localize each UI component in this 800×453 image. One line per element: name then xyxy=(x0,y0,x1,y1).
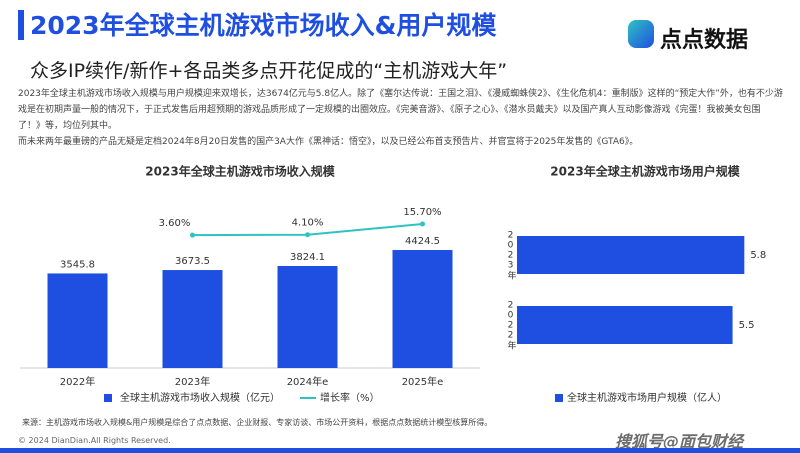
bar xyxy=(47,273,108,368)
bar xyxy=(162,270,223,368)
users-chart: 2023年全球主机游戏市场用户规模 2023年 2022年 5.8 5.5 全球主机游戏市… xyxy=(506,164,767,405)
line-label: 3.60% xyxy=(159,218,191,229)
line-label: 4.10% xyxy=(292,218,324,229)
y-tick-label: 2023年 xyxy=(506,231,517,281)
x-tick-label: 2025年e xyxy=(402,375,444,388)
growth-line xyxy=(192,222,423,237)
bar xyxy=(392,250,453,368)
logo: 点点数据 xyxy=(660,28,749,53)
bar-label: 5.8 xyxy=(750,250,766,261)
legend-swatch xyxy=(104,394,112,402)
bar-label: 3545.8 xyxy=(60,259,95,270)
bar xyxy=(517,306,733,344)
line-label: 15.70% xyxy=(403,207,441,218)
x-tick-label: 2022年 xyxy=(60,375,95,388)
title: 2023年全球主机游戏市场收入&用户规模 xyxy=(30,11,497,40)
bar-label: 3673.5 xyxy=(175,256,210,267)
paragraph: 2023年全球主机游戏市场收入规模与用户规模迎来双增长，达3674亿元与5.8亿… xyxy=(18,89,783,131)
legend-swatch xyxy=(555,394,563,402)
bar-label: 3824.1 xyxy=(290,252,325,263)
x-tick-label: 2023年 xyxy=(175,375,210,388)
legend-label: 增长率（%） xyxy=(320,391,380,404)
bar xyxy=(277,266,338,368)
legend-label: 全球主机游戏市场用户规模（亿人） xyxy=(567,391,727,404)
legend-label: 全球主机游戏市场收入规模（亿元） xyxy=(120,391,280,404)
bar-label: 5.5 xyxy=(739,320,755,331)
watermark: 搜狐号@面包财经 xyxy=(615,432,744,451)
y-tick-label: 2022年 xyxy=(506,301,517,351)
footer-band xyxy=(0,448,800,453)
copyright: © 2024 DianDian.All Rights Reserved. xyxy=(18,436,171,445)
revenue-chart: 2023年全球主机游戏市场收入规模 2022年 2023年 2024年e 2025年e 3… xyxy=(20,164,480,404)
x-tick-label: 2024年e xyxy=(287,375,329,388)
bar xyxy=(517,236,745,274)
chart-title: 2023年全球主机游戏市场收入规模 xyxy=(145,164,335,179)
subtitle: 众多IP续作/新作+各品类多点开花促成的“主机游戏大年” xyxy=(30,60,508,82)
bar-label: 4424.5 xyxy=(405,236,440,247)
paragraph: 而未来两年最重磅的产品无疑是定档2024年8月20日发售的国产3A大作《黑神话：… xyxy=(18,137,639,147)
logo-icon xyxy=(628,20,654,48)
chart-title: 2023年全球主机游戏市场用户规模 xyxy=(550,164,740,179)
source: 来源：主机游戏市场收入规模&用户规模是综合了点点数据、企业财报、专家访谈、市场公… xyxy=(22,418,493,427)
title-accent xyxy=(18,10,24,40)
